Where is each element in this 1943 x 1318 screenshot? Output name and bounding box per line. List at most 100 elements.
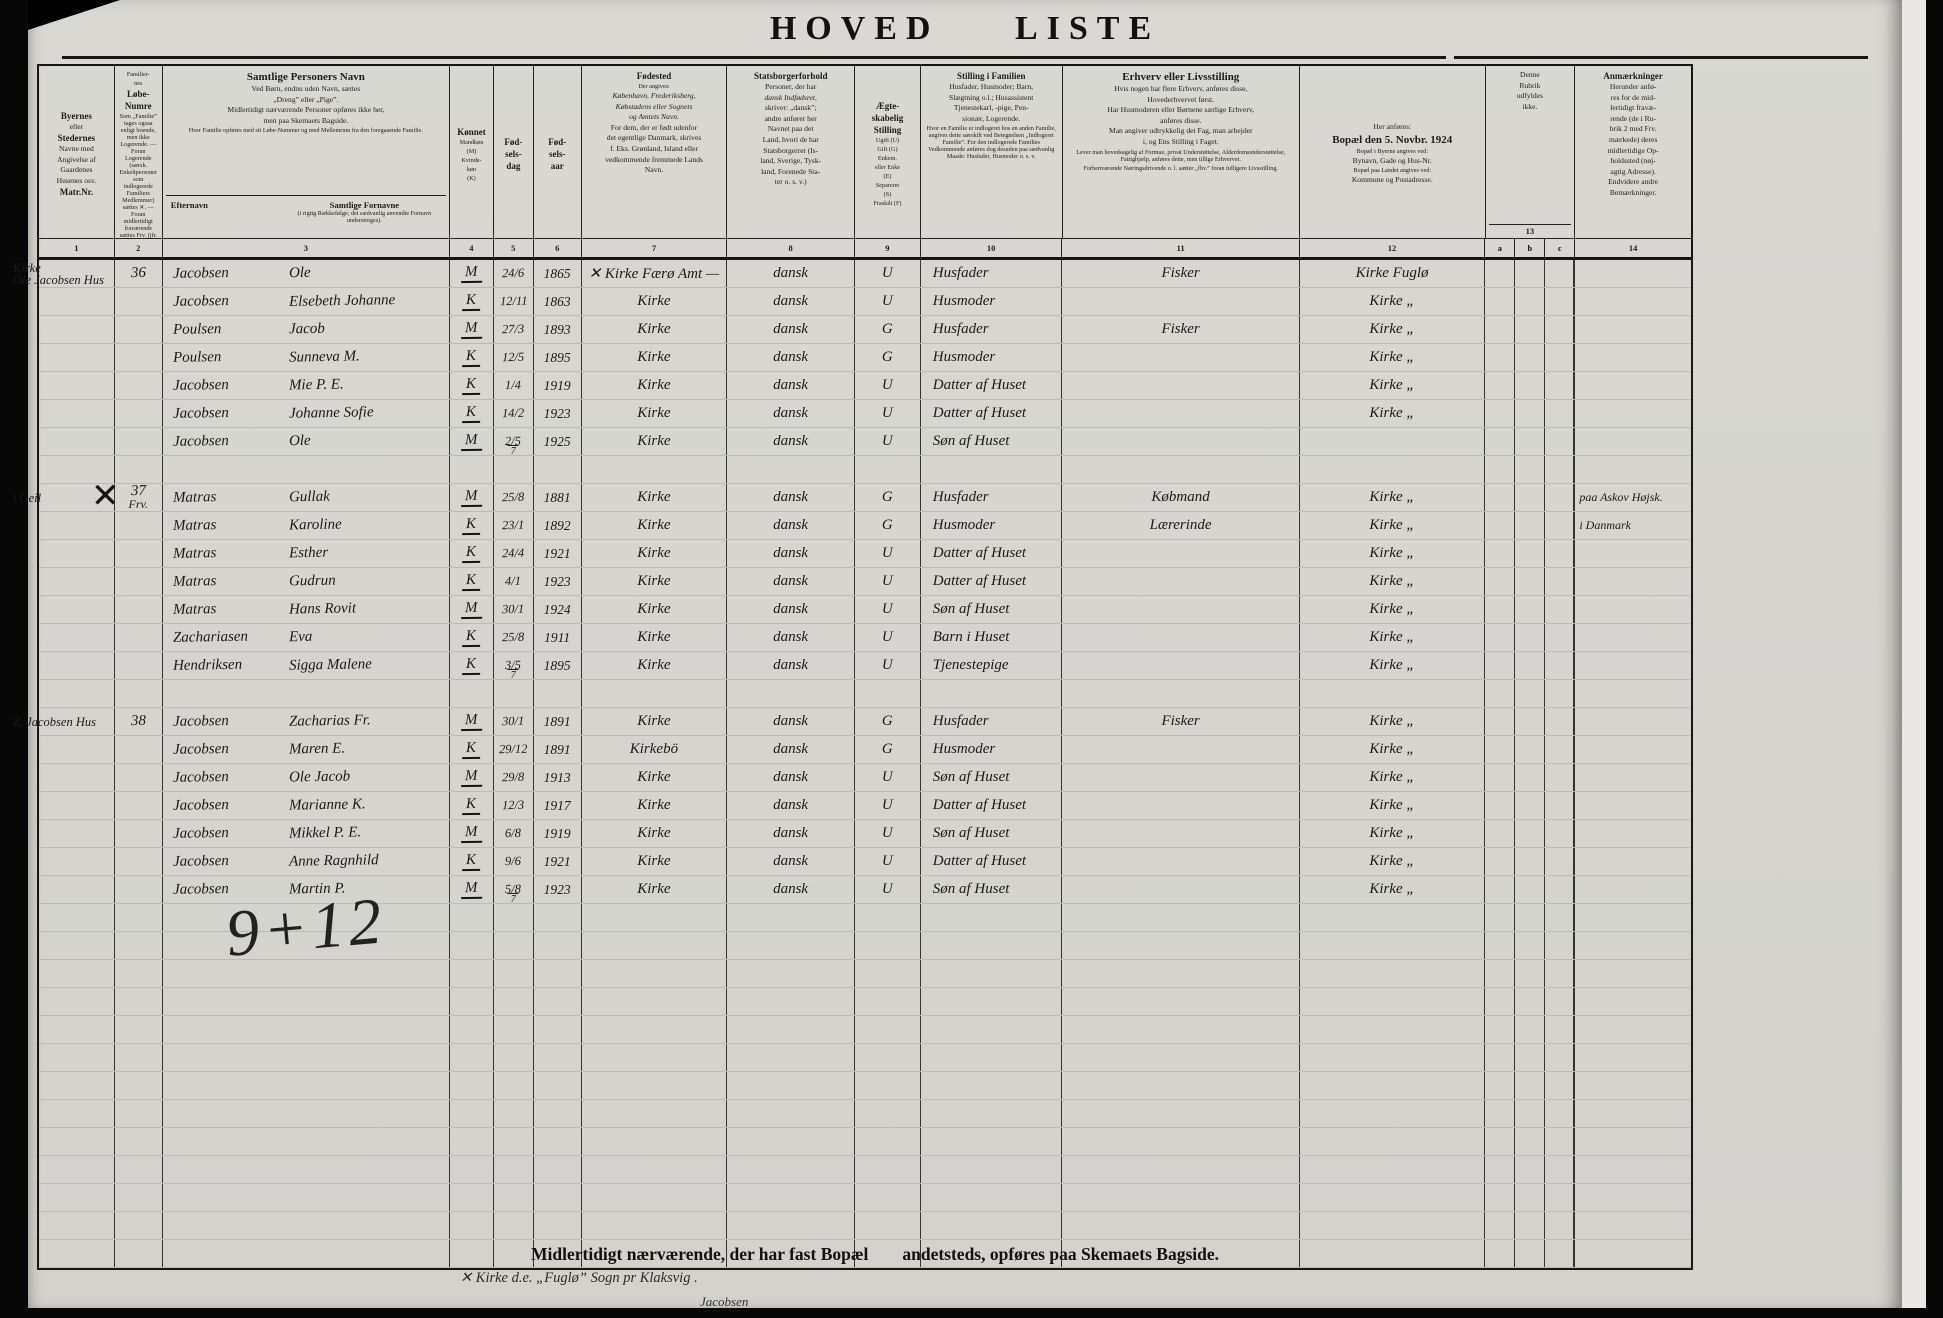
cell-rubrik-13	[1485, 512, 1576, 539]
cell-surname: Jacobsen	[172, 768, 229, 786]
cell-given-names: Esther	[288, 544, 328, 562]
cell-13c	[1545, 652, 1575, 679]
cell-birthplace: Kirke	[582, 848, 728, 875]
header-text: „Dreng” eller „Pige”.	[273, 94, 339, 104]
cell-marital-status: G	[855, 736, 921, 763]
cell-family-number	[115, 372, 163, 399]
birth-day-note: 7	[507, 445, 519, 457]
cell-family-position: Husfader	[921, 260, 1063, 287]
cell-13c	[1545, 792, 1575, 819]
cell-remarks	[1575, 540, 1691, 567]
cell-remarks	[1575, 876, 1691, 903]
cell-remarks	[1575, 988, 1691, 1015]
cell-name: Jacobsen Ole	[163, 260, 450, 287]
cell-13b	[1515, 1240, 1545, 1267]
cell-name: Matras Gudrun	[163, 568, 450, 595]
cell-13c	[1545, 1016, 1575, 1043]
birth-day-value: 29/12	[498, 741, 528, 757]
cell-birth-year	[534, 1128, 582, 1155]
cell-birth-year: 1881	[534, 484, 582, 511]
cell-marital-status: U	[855, 400, 921, 427]
table-row: Hendriksen Sigga Malene K 3/5 7 1895 Kirke dans…	[39, 652, 1691, 681]
cell-family-position: Husmoder	[921, 288, 1063, 315]
column-number-strip: 1 2 3 4 5 6 7 8 9 10 11 12 a b c 14	[39, 239, 1691, 260]
birth-day-value: 9/6	[505, 853, 522, 869]
header-text: Statsborgerret (Is-	[763, 145, 819, 155]
cell-remarks	[1575, 680, 1691, 707]
cell-family-number	[115, 344, 163, 371]
cell-occupation	[1062, 372, 1300, 399]
cell-13a	[1485, 344, 1515, 371]
cell-remarks	[1575, 1016, 1691, 1043]
cell-family-position	[921, 1212, 1063, 1239]
cell-13c	[1545, 1128, 1575, 1155]
cell-name: Jacobsen Marianne K.	[163, 792, 450, 819]
cell-marital-status	[855, 1212, 921, 1239]
cell-family-number	[115, 680, 163, 707]
cell-occupation	[1062, 1100, 1300, 1127]
empty-row	[39, 1240, 1691, 1268]
cell-remarks	[1575, 1184, 1691, 1211]
cell-birthplace	[582, 904, 728, 931]
cell-marital-status: U	[855, 260, 921, 287]
cell-marital-status	[855, 680, 921, 707]
cell-13c	[1545, 316, 1575, 343]
cell-birthplace: Kirke	[582, 652, 728, 679]
header-text: Fødested	[636, 71, 672, 81]
cell-birth-year: 1913	[534, 764, 582, 791]
cell-marital-status: U	[855, 876, 921, 903]
cell-residence	[1300, 1044, 1486, 1071]
cell-surname: Jacobsen	[172, 376, 229, 394]
cell-rubrik-13	[1485, 960, 1576, 987]
subheader-firstnames-title: Samtlige Fornavne	[329, 200, 400, 210]
cell-family-number	[115, 988, 163, 1015]
cell-13c	[1545, 624, 1575, 651]
cell-name: Poulsen Jacob	[163, 316, 450, 343]
cell-birth-year: 1891	[534, 708, 582, 735]
census-table: Byernes eller Stedernes Navne med Angivelse …	[13, 64, 1693, 1270]
cell-13a	[1485, 932, 1515, 959]
cell-13a	[1485, 652, 1515, 679]
table-row: Matras Hans Rovit M 30/1 1924 Kirke dansk U Søn …	[39, 596, 1691, 624]
cell-13c	[1545, 540, 1575, 567]
cell-birthplace	[582, 1184, 728, 1211]
column-number-number: 2	[115, 239, 163, 257]
cell-rubrik-13	[1485, 932, 1576, 959]
cell-13c	[1545, 1044, 1575, 1071]
cell-rubrik-13	[1485, 428, 1576, 455]
cell-remarks	[1575, 624, 1691, 651]
column-number-13a: a	[1485, 239, 1516, 257]
cell-birth-day: 25/8	[494, 484, 534, 511]
column-number-remarks: 14	[1628, 243, 1638, 253]
cell-name: Hendriksen Sigga Malene	[163, 652, 450, 679]
header-text: Bynavn, Gade og Hus-Nr.	[1352, 155, 1432, 165]
birth-day-value: 12/3	[502, 797, 525, 813]
cell-13c	[1545, 1100, 1575, 1127]
cell-citizenship: dansk	[727, 708, 855, 735]
header-text: dag	[506, 161, 521, 171]
cell-13a	[1485, 1212, 1515, 1239]
cell-birthplace	[582, 960, 728, 987]
cell-citizenship: dansk	[727, 512, 855, 539]
cell-13b	[1515, 1156, 1545, 1183]
cell-given-names: Gullak	[288, 488, 330, 506]
cell-rubrik-13	[1485, 1128, 1576, 1155]
cell-13a	[1485, 288, 1515, 315]
cell-birth-day: 2/5 7	[494, 428, 534, 457]
column-header-marital: Ægte-skabelig Stilling Ugift (U) Gift (G) En…	[855, 66, 921, 238]
cell-family-number	[115, 1128, 163, 1155]
cell-13c	[1545, 568, 1575, 595]
cell-family-position: Husfader	[921, 708, 1063, 735]
cell-13c	[1545, 1184, 1575, 1211]
cell-marital-status	[855, 960, 921, 987]
cell-13c	[1545, 1156, 1575, 1183]
cell-family-number	[115, 1156, 163, 1183]
table-row: Jacobsen Ole Jacob M 29/8 1913 Kirke dansk U Søn…	[39, 764, 1691, 792]
cell-family-position	[921, 680, 1063, 707]
cell-residence: Kirke „	[1300, 316, 1486, 343]
cell-13c	[1545, 680, 1575, 707]
cell-birthplace	[582, 1100, 728, 1127]
cell-family-position: Datter af Huset	[921, 568, 1063, 595]
header-text: i, og Ens Stilling i Faget.	[1142, 136, 1219, 146]
